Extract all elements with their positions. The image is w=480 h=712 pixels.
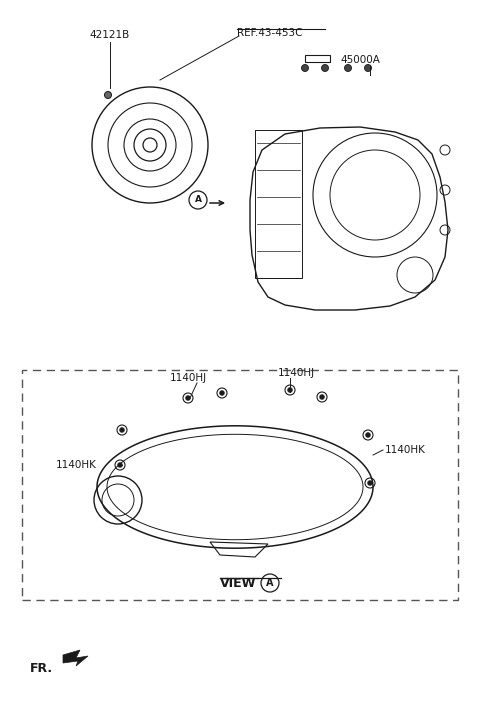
Circle shape xyxy=(365,432,371,437)
Text: 1140HJ: 1140HJ xyxy=(278,368,315,378)
Circle shape xyxy=(322,65,328,71)
Text: 42121B: 42121B xyxy=(90,30,130,40)
Circle shape xyxy=(345,65,351,71)
Text: 1140HK: 1140HK xyxy=(56,460,97,470)
Text: FR.: FR. xyxy=(30,661,53,674)
Circle shape xyxy=(185,395,191,400)
Text: 45000A: 45000A xyxy=(340,55,380,65)
Circle shape xyxy=(301,65,309,71)
Text: A: A xyxy=(266,578,274,588)
Circle shape xyxy=(105,92,111,98)
Polygon shape xyxy=(63,650,88,666)
Circle shape xyxy=(320,394,324,399)
Circle shape xyxy=(368,481,372,486)
Circle shape xyxy=(219,390,225,395)
Circle shape xyxy=(118,463,122,468)
Text: VIEW: VIEW xyxy=(220,577,256,590)
Text: REF.43-453C: REF.43-453C xyxy=(237,28,302,38)
Text: A: A xyxy=(194,196,202,204)
Text: 1140HK: 1140HK xyxy=(385,445,426,455)
Circle shape xyxy=(288,387,292,392)
Circle shape xyxy=(364,65,372,71)
Circle shape xyxy=(120,427,124,432)
Text: 1140HJ: 1140HJ xyxy=(170,373,207,383)
